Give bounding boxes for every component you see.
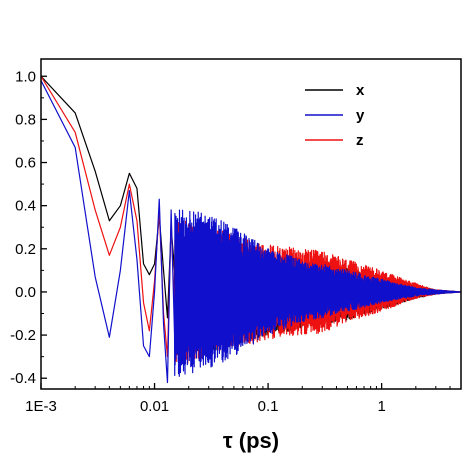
y-tick-label: 1.0 bbox=[15, 68, 36, 85]
legend-label-z: z bbox=[356, 132, 364, 149]
axis-ticks: 1E-3 0.01 0.1 1 -0.4 -0.2 0.0 0.2 0.4 0.6 0.8 1.0 bbox=[10, 68, 462, 415]
y-tick-label: 0.8 bbox=[15, 111, 36, 128]
x-tick-label: 0.1 bbox=[258, 398, 279, 415]
y-tick-label: 0.0 bbox=[15, 284, 36, 301]
legend-label-y: y bbox=[356, 107, 365, 124]
y-tick-label: -0.2 bbox=[10, 327, 36, 344]
x-tick-label: 1 bbox=[377, 398, 385, 415]
legend: xyz bbox=[305, 82, 365, 149]
y-tick-label: 0.4 bbox=[15, 198, 36, 215]
x-tick-label: 0.01 bbox=[140, 398, 169, 415]
y-tick-label: -0.4 bbox=[10, 370, 36, 387]
series-line-y bbox=[41, 80, 461, 384]
legend-label-x: x bbox=[356, 82, 365, 99]
series-layer bbox=[41, 75, 461, 384]
y-tick-label: 0.2 bbox=[15, 241, 36, 258]
x-tick-label: 1E-3 bbox=[25, 398, 57, 415]
y-tick-label: 0.6 bbox=[15, 155, 36, 172]
x-axis-title: τ (ps) bbox=[223, 428, 279, 453]
